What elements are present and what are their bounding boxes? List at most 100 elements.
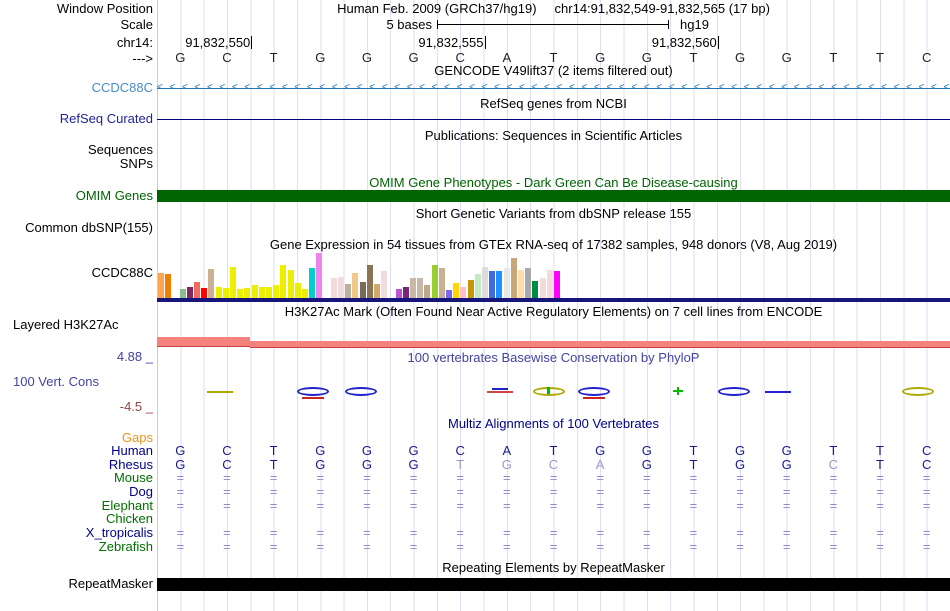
gtex-expression-bar[interactable] [309, 268, 316, 298]
species-label-chicken[interactable]: Chicken [106, 511, 153, 526]
gtex-expression-bar[interactable] [431, 265, 438, 298]
species-label-rhesus[interactable]: Rhesus [108, 457, 153, 472]
repeatmasker-bar[interactable] [157, 578, 950, 591]
alignment-base: = [456, 498, 464, 513]
gtex-expression-bar[interactable] [251, 285, 258, 298]
gtex-expression-bar[interactable] [539, 278, 546, 298]
gtex-expression-bar[interactable] [438, 268, 445, 298]
track-label-repeatmasker[interactable]: RepeatMasker [68, 576, 153, 591]
gtex-expression-bar[interactable] [316, 253, 323, 298]
alignment-base: = [642, 525, 651, 540]
species-label-x_tropicalis[interactable]: X_tropicalis [85, 525, 153, 540]
chevron-left-icon: < [531, 82, 538, 93]
gtex-expression-bar[interactable] [222, 288, 229, 298]
gtex-expression-bar[interactable] [410, 278, 416, 298]
gtex-expression-bar[interactable] [280, 265, 287, 298]
gtex-expression-bar[interactable] [266, 287, 272, 298]
chevron-left-icon: < [593, 82, 600, 93]
track-label-snps[interactable]: SNPs [119, 156, 153, 171]
species-label-human[interactable]: Human [111, 443, 153, 458]
track-label-sequences[interactable]: Sequences [87, 142, 153, 157]
track-label-phylop[interactable]: 100 Vert. Cons [13, 374, 99, 389]
gtex-expression-bar[interactable] [186, 287, 193, 298]
gtex-expression-bar[interactable] [208, 269, 215, 298]
chevron-left-icon: < [693, 82, 700, 93]
gtex-expression-bar[interactable] [446, 290, 452, 298]
gtex-expression-bar[interactable] [374, 284, 380, 298]
gtex-expression-bar[interactable] [402, 287, 409, 298]
gtex-expression-bar[interactable] [359, 282, 366, 298]
h3k27ac-signal-bar-left[interactable] [157, 337, 250, 347]
gtex-expression-bar[interactable] [294, 283, 301, 298]
alignment-base: = [223, 498, 231, 513]
gtex-expression-bar[interactable] [525, 268, 532, 298]
gtex-expression-bar[interactable] [258, 287, 265, 298]
gtex-expression-bar[interactable] [215, 287, 222, 298]
h3k27ac-signal-bar[interactable] [250, 341, 950, 348]
omim-gene-bar[interactable] [157, 190, 950, 202]
gtex-expression-bar[interactable] [201, 288, 208, 298]
gtex-expression-bar[interactable] [194, 282, 200, 298]
gtex-expression-bar[interactable] [338, 277, 344, 298]
gtex-expression-bar[interactable] [518, 270, 524, 298]
gtex-expression-bar[interactable] [230, 267, 236, 298]
alignment-base: = [689, 484, 698, 499]
gtex-expression-bar[interactable] [287, 270, 294, 298]
gtex-expression-bar[interactable] [165, 274, 172, 298]
refseq-gene-line[interactable] [157, 119, 950, 120]
gtex-expression-bar[interactable] [237, 289, 244, 298]
species-label-dog[interactable]: Dog [129, 484, 153, 499]
track-label-dbsnp[interactable]: Common dbSNP(155) [25, 220, 153, 235]
scale-label: Scale [120, 17, 153, 32]
gtex-expression-bar[interactable] [554, 271, 560, 298]
chevron-left-icon: < [281, 82, 288, 93]
alignment-base: = [269, 539, 278, 554]
gtex-expression-bar[interactable] [158, 273, 164, 298]
chevron-left-icon: < [481, 82, 488, 93]
gtex-baseline[interactable] [157, 298, 950, 302]
gtex-expression-bar[interactable] [345, 284, 352, 298]
gtex-expression-bar[interactable] [330, 278, 337, 298]
track-label-omim[interactable]: OMIM Genes [75, 188, 153, 203]
gtex-expression-bar[interactable] [460, 287, 467, 298]
gtex-expression-bar[interactable] [395, 289, 402, 298]
gtex-expression-bar[interactable] [503, 268, 510, 298]
gtex-expression-bar[interactable] [489, 271, 496, 298]
gene-direction-chevrons[interactable]: < < < < < < < < < < < < < < < < < < < < < < < < < < < < < < < < < < < < < < < <… [157, 83, 950, 93]
gene-body-line[interactable] [157, 88, 950, 89]
chevron-left-icon: < [881, 82, 887, 93]
gtex-expression-bar[interactable] [179, 289, 186, 298]
gtex-expression-bar[interactable] [510, 258, 517, 298]
track-label-refseq[interactable]: RefSeq Curated [59, 111, 153, 126]
gtex-expression-bar[interactable] [496, 271, 503, 298]
gtex-expression-bar[interactable] [482, 267, 488, 298]
gene-label-gencode[interactable]: CCDC88C [91, 80, 153, 95]
gtex-expression-bar[interactable] [546, 270, 553, 298]
gtex-expression-bar[interactable] [366, 265, 373, 298]
species-label-gaps[interactable]: Gaps [121, 430, 153, 445]
gtex-expression-bar[interactable] [532, 281, 539, 298]
species-label-elephant[interactable]: Elephant [101, 498, 153, 513]
chevron-left-icon: < [269, 82, 276, 93]
gtex-expression-bar[interactable] [302, 289, 308, 298]
species-label-zebrafish[interactable]: Zebrafish [98, 539, 153, 554]
gtex-expression-bar[interactable] [417, 278, 424, 298]
gtex-expression-bar[interactable] [244, 288, 251, 298]
alignment-base: = [456, 525, 464, 540]
alignment-base: = [363, 525, 371, 540]
gene-label-gtex[interactable]: CCDC88C [91, 265, 153, 280]
gtex-expression-bar[interactable] [453, 283, 460, 298]
gtex-expression-bar[interactable] [352, 273, 359, 298]
gtex-expression-bar[interactable] [467, 280, 474, 298]
alignment-base: = [456, 470, 464, 485]
gtex-expression-bar[interactable] [273, 285, 280, 298]
track-label-h3k27ac[interactable]: Layered H3K27Ac [13, 317, 119, 332]
species-label-mouse[interactable]: Mouse [113, 470, 153, 485]
alignment-base: C [921, 443, 932, 458]
gtex-expression-bar[interactable] [381, 271, 388, 298]
gtex-expression-bar[interactable] [474, 274, 481, 298]
gtex-expression-bar[interactable] [424, 285, 431, 298]
alignment-base: = [549, 525, 558, 540]
chevron-left-icon: < [294, 82, 301, 93]
